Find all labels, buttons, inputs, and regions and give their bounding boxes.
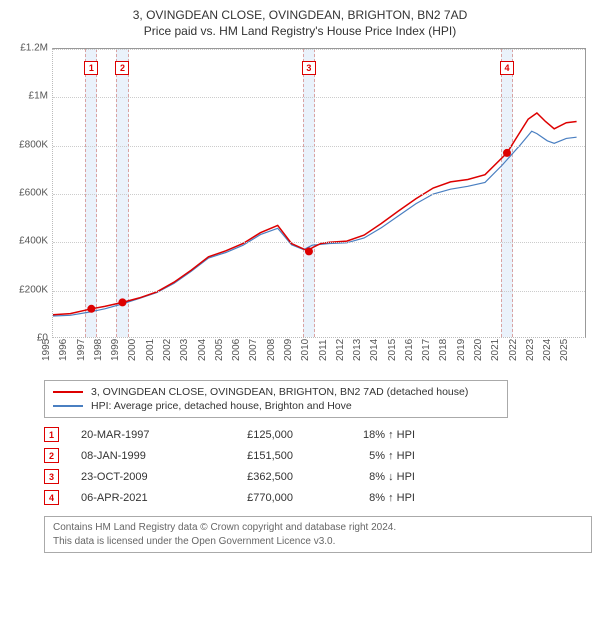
legend-swatch xyxy=(53,391,83,393)
event-pct: 8% ↓ HPI xyxy=(315,471,415,483)
x-tick-label: 2006 xyxy=(231,339,242,361)
x-tick-label: 1999 xyxy=(110,339,121,361)
event-date: 08-JAN-1999 xyxy=(81,450,191,462)
x-tick-label: 2020 xyxy=(473,339,484,361)
x-tick-label: 2004 xyxy=(196,339,207,361)
event-pct: 5% ↑ HPI xyxy=(315,450,415,462)
event-table: 1 20-MAR-1997 £125,000 18% ↑ HPI 2 08-JAN-199… xyxy=(44,424,592,508)
sale-dot xyxy=(305,247,313,255)
footnote: Contains HM Land Registry data © Crown c… xyxy=(44,516,592,553)
x-tick-label: 2012 xyxy=(335,339,346,361)
y-tick-label: £800K xyxy=(8,139,48,150)
x-tick-label: 2014 xyxy=(369,339,380,361)
legend-item: HPI: Average price, detached house, Brig… xyxy=(53,399,499,413)
x-tick-label: 2016 xyxy=(404,339,415,361)
x-tick-label: 1995 xyxy=(41,339,52,361)
x-tick-label: 2021 xyxy=(490,339,501,361)
sale-dot xyxy=(87,305,95,313)
x-tick-label: 2009 xyxy=(283,339,294,361)
legend-label: 3, OVINGDEAN CLOSE, OVINGDEAN, BRIGHTON,… xyxy=(91,386,468,398)
event-row: 4 06-APR-2021 £770,000 8% ↑ HPI xyxy=(44,487,592,508)
x-tick-label: 2010 xyxy=(300,339,311,361)
x-tick-label: 2007 xyxy=(248,339,259,361)
event-row: 2 08-JAN-1999 £151,500 5% ↑ HPI xyxy=(44,445,592,466)
x-tick-label: 2024 xyxy=(542,339,553,361)
y-tick-label: £1.2M xyxy=(8,43,48,54)
event-pct: 18% ↑ HPI xyxy=(315,429,415,441)
event-date: 06-APR-2021 xyxy=(81,492,191,504)
event-price: £151,500 xyxy=(213,450,293,462)
x-tick-label: 2011 xyxy=(318,339,329,361)
legend-label: HPI: Average price, detached house, Brig… xyxy=(91,400,352,412)
footnote-line1: Contains HM Land Registry data © Crown c… xyxy=(53,521,583,535)
event-date: 20-MAR-1997 xyxy=(81,429,191,441)
event-badge: 3 xyxy=(44,469,59,484)
marker-badge: 4 xyxy=(500,61,514,75)
event-price: £362,500 xyxy=(213,471,293,483)
x-tick-label: 2015 xyxy=(387,339,398,361)
event-row: 3 23-OCT-2009 £362,500 8% ↓ HPI xyxy=(44,466,592,487)
event-price: £770,000 xyxy=(213,492,293,504)
x-tick-label: 2019 xyxy=(456,339,467,361)
legend: 3, OVINGDEAN CLOSE, OVINGDEAN, BRIGHTON,… xyxy=(44,380,508,418)
event-row: 1 20-MAR-1997 £125,000 18% ↑ HPI xyxy=(44,424,592,445)
x-tick-label: 2001 xyxy=(145,339,156,361)
x-tick-label: 2018 xyxy=(438,339,449,361)
plot-area: 1 2 3 4 xyxy=(52,48,586,338)
x-tick-label: 2017 xyxy=(421,339,432,361)
x-tick-label: 1998 xyxy=(93,339,104,361)
event-date: 23-OCT-2009 xyxy=(81,471,191,483)
x-tick-label: 2005 xyxy=(214,339,225,361)
chart: £0£200K£400K£600K£800K£1M£1.2M 1234 1995… xyxy=(8,44,592,374)
y-tick-label: £400K xyxy=(8,236,48,247)
x-tick-label: 2025 xyxy=(559,339,570,361)
event-badge: 2 xyxy=(44,448,59,463)
x-tick-label: 2022 xyxy=(507,339,518,361)
legend-item: 3, OVINGDEAN CLOSE, OVINGDEAN, BRIGHTON,… xyxy=(53,385,499,399)
x-tick-label: 2003 xyxy=(179,339,190,361)
event-badge: 4 xyxy=(44,490,59,505)
series-price-paid xyxy=(53,113,577,315)
event-pct: 8% ↑ HPI xyxy=(315,492,415,504)
x-tick-label: 1996 xyxy=(58,339,69,361)
x-tick-label: 2002 xyxy=(162,339,173,361)
marker-badge: 3 xyxy=(302,61,316,75)
series-hpi xyxy=(53,131,577,316)
x-tick-label: 2008 xyxy=(266,339,277,361)
event-badge: 1 xyxy=(44,427,59,442)
sale-dot xyxy=(503,149,511,157)
x-tick-label: 2013 xyxy=(352,339,363,361)
x-tick-label: 1997 xyxy=(75,339,86,361)
chart-titles: 3, OVINGDEAN CLOSE, OVINGDEAN, BRIGHTON,… xyxy=(8,8,592,38)
sale-dot xyxy=(118,298,126,306)
title-main: 3, OVINGDEAN CLOSE, OVINGDEAN, BRIGHTON,… xyxy=(8,8,592,22)
marker-badge: 2 xyxy=(115,61,129,75)
footnote-line2: This data is licensed under the Open Gov… xyxy=(53,535,583,549)
title-sub: Price paid vs. HM Land Registry's House … xyxy=(8,24,592,38)
line-svg xyxy=(53,49,585,337)
marker-badge: 1 xyxy=(84,61,98,75)
y-tick-label: £1M xyxy=(8,91,48,102)
x-tick-label: 2023 xyxy=(525,339,536,361)
legend-swatch xyxy=(53,405,83,407)
x-tick-label: 2000 xyxy=(127,339,138,361)
event-price: £125,000 xyxy=(213,429,293,441)
y-tick-label: £200K xyxy=(8,284,48,295)
y-tick-label: £600K xyxy=(8,188,48,199)
